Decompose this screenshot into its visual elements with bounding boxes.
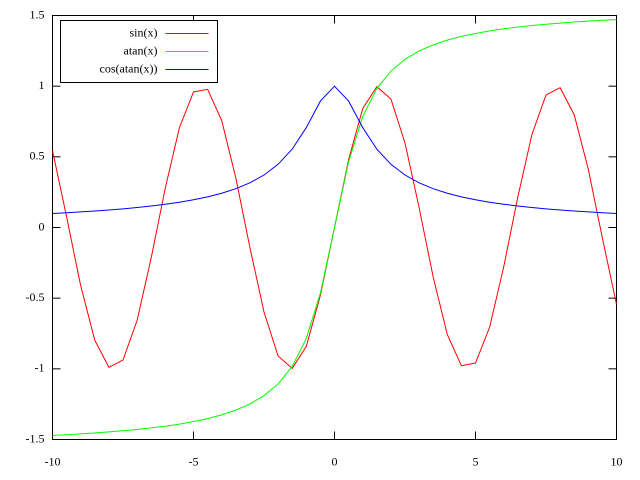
x-tick-label: 5 bbox=[473, 454, 479, 468]
legend-label: sin(x) bbox=[130, 25, 158, 39]
series-line bbox=[52, 19, 617, 436]
x-tick-label: 0 bbox=[332, 454, 338, 468]
legend-label: cos(atan(x)) bbox=[100, 61, 158, 75]
y-tick-label: -0.5 bbox=[26, 290, 45, 304]
y-tick-label: 1 bbox=[39, 78, 45, 92]
y-tick-label: 0 bbox=[39, 219, 45, 233]
y-tick-label: 1.5 bbox=[30, 7, 45, 21]
x-tick-label: -10 bbox=[45, 454, 61, 468]
y-tick-label: -1.5 bbox=[26, 431, 45, 445]
x-tick-label: -5 bbox=[189, 454, 199, 468]
x-tick-label: 10 bbox=[611, 454, 623, 468]
y-tick-label: -1 bbox=[35, 361, 45, 375]
legend-label: atan(x) bbox=[124, 43, 158, 57]
series-line bbox=[52, 85, 617, 214]
y-tick-label: 0.5 bbox=[30, 149, 45, 163]
